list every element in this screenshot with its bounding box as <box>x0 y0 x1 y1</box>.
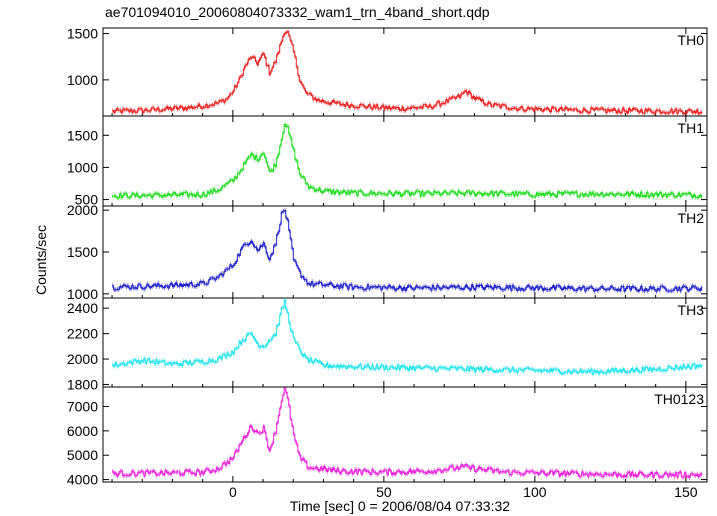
y-tick-label-TH0123: 4000 <box>67 472 98 488</box>
y-tick-label-TH2: 1500 <box>67 244 98 260</box>
series-line-TH0123 <box>112 387 703 478</box>
y-tick-label-TH2: 1000 <box>67 286 98 302</box>
y-tick-label-TH3: 2400 <box>67 300 98 316</box>
y-tick-label-TH0123: 5000 <box>67 447 98 463</box>
y-tick-label-TH1: 1500 <box>67 127 98 143</box>
y-tick-label-TH0: 1500 <box>67 26 98 42</box>
y-tick-label-TH0123: 7000 <box>67 398 98 414</box>
panel-frame-TH0123 <box>102 386 708 483</box>
y-tick-label-TH3: 2200 <box>67 326 98 342</box>
panel-label-TH2: TH2 <box>678 210 705 226</box>
x-axis-label: Time [sec] 0 = 2006/08/04 07:33:32 <box>290 498 510 514</box>
series-line-TH3 <box>112 299 703 375</box>
series-line-TH0 <box>112 31 703 115</box>
y-tick-label-TH3: 1800 <box>67 376 98 392</box>
y-tick-label-TH3: 2000 <box>67 351 98 367</box>
x-tick-label: 0 <box>229 484 237 500</box>
panel-label-TH3: TH3 <box>678 302 705 318</box>
panel-label-TH0123: TH0123 <box>654 391 704 407</box>
y-tick-label-TH2: 2000 <box>67 202 98 218</box>
panel-label-TH1: TH1 <box>678 120 705 136</box>
y-tick-label-TH1: 500 <box>75 192 99 208</box>
y-tick-label-TH0123: 6000 <box>67 423 98 439</box>
x-tick-label: 50 <box>376 484 392 500</box>
x-tick-label: 100 <box>523 484 547 500</box>
x-tick-label: 150 <box>674 484 698 500</box>
y-tick-label-TH1: 1000 <box>67 159 98 175</box>
y-axis-label: Counts/sec <box>33 225 49 295</box>
series-line-TH1 <box>112 123 703 199</box>
figure-title: ae701094010_20060804073332_wam1_trn_4ban… <box>105 4 490 20</box>
panel-label-TH0: TH0 <box>678 32 705 48</box>
series-line-TH2 <box>112 210 703 292</box>
y-tick-label-TH0: 1000 <box>67 72 98 88</box>
